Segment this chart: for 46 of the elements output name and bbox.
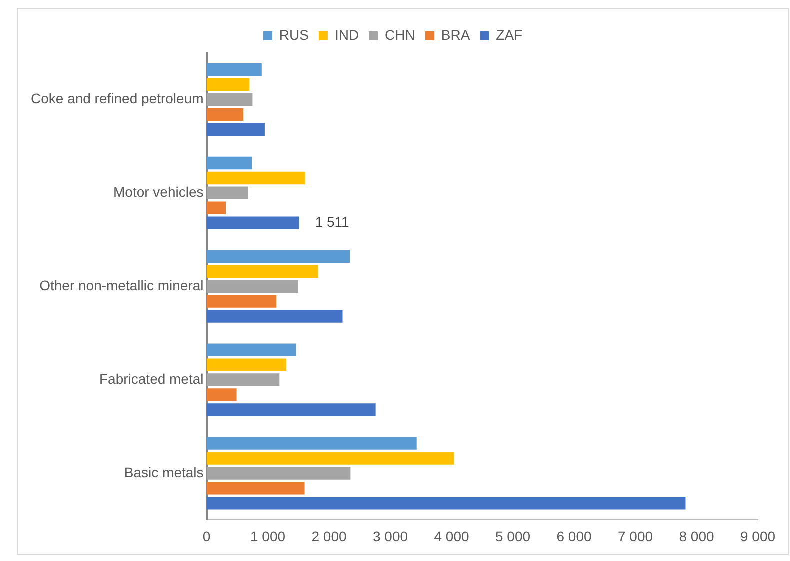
x-tick-label: 9 000 [740,528,776,544]
bar [206,404,376,416]
x-tick-label: 8 000 [679,528,714,544]
x-tick-label: 0 [202,528,211,544]
x-tick-label: 6 000 [556,528,592,544]
bar [206,358,286,372]
bar [206,78,250,92]
bar [206,93,253,106]
bar [206,108,244,122]
y-tick-label: Coke and refined petroleum [30,90,204,107]
bar [206,374,280,386]
bar [206,123,265,136]
bar [206,467,351,480]
bar [206,310,343,323]
y-tick-label: Fabricated metal [99,370,204,387]
x-tick-label: 1 000 [250,528,286,544]
bar [206,265,318,278]
legend-label: RUS [279,26,309,43]
bar [206,156,252,170]
bar [206,280,298,293]
x-tick-label: 2 000 [312,528,347,544]
bar [206,344,296,356]
x-tick-label: 5 000 [495,528,531,544]
bar [206,63,262,76]
bar [206,202,226,214]
bar [206,216,300,230]
y-tick-label: Motor vehicles [114,184,204,200]
bar [206,250,350,264]
bar [206,497,686,510]
x-tick-label: 4 000 [434,528,470,544]
x-tick-label: 3 000 [372,528,408,544]
bar [206,452,454,465]
legend-label: ZAF [496,26,523,43]
bar [206,388,237,402]
legend-label: BRA [441,26,471,43]
y-tick-label: Other non-metallic mineral [40,277,204,294]
data-label: 1 511 [315,214,350,230]
legend-label: IND [334,26,360,43]
x-tick-label: 7 000 [618,528,654,544]
bar [206,186,248,200]
bar [206,172,306,185]
bar [206,295,277,308]
y-tick-label: Basic metals [124,464,204,480]
bar [206,437,417,450]
legend-label: CHN [385,26,416,43]
bar [206,482,305,495]
